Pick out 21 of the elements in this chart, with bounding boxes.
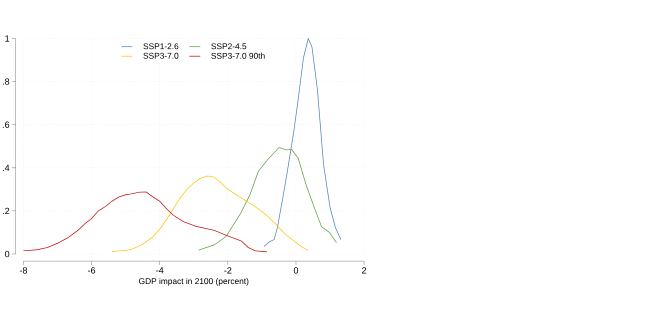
x-tick-label: -8 xyxy=(20,267,28,274)
legend-label: SSP2-4.5 xyxy=(211,43,246,50)
legend-label: SSP3-7.0 90th xyxy=(211,52,265,59)
y-tick-label: .8 xyxy=(2,78,10,85)
y-tick-label: .6 xyxy=(2,122,10,128)
x-tick-label: -2 xyxy=(224,267,232,274)
x-axis-title: GDP impact in 2100 (percent) xyxy=(139,278,248,286)
x-tick-label: 2 xyxy=(362,267,366,274)
x-tick-label: -4 xyxy=(156,267,164,274)
x-tick-label: 0 xyxy=(294,267,298,274)
line-series xyxy=(112,176,308,252)
y-tick-label: .2 xyxy=(2,208,10,214)
line-series xyxy=(198,147,337,251)
y-tick-label: 1 xyxy=(5,35,10,42)
x-tick-label: -6 xyxy=(88,267,96,274)
y-tick-label: .4 xyxy=(2,164,10,171)
y-tick-label: 0 xyxy=(4,250,10,258)
legend-label: SSP3-7.0 xyxy=(143,52,178,59)
legend-label: SSP1-2.6 xyxy=(143,43,178,50)
line-series xyxy=(264,38,342,247)
line-series xyxy=(23,192,268,252)
